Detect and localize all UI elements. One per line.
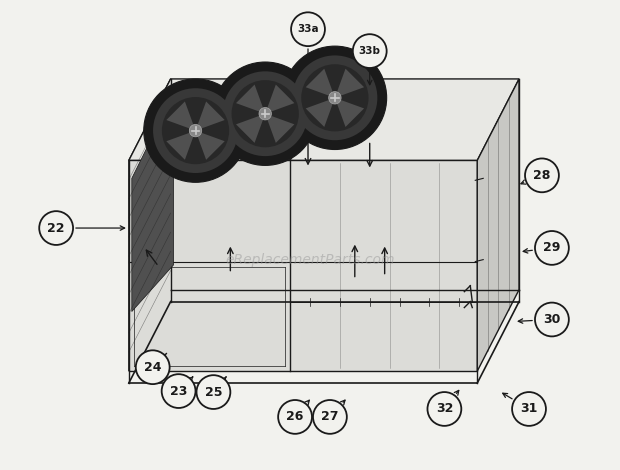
Circle shape — [353, 34, 387, 68]
Text: 22: 22 — [47, 221, 65, 235]
Text: 25: 25 — [205, 385, 222, 399]
Text: 33a: 33a — [297, 24, 319, 34]
Circle shape — [39, 211, 73, 245]
Text: eReplacementParts.com: eReplacementParts.com — [225, 253, 395, 267]
Polygon shape — [335, 69, 364, 98]
Polygon shape — [166, 131, 195, 160]
Polygon shape — [265, 85, 294, 114]
Text: 33b: 33b — [359, 46, 381, 56]
Circle shape — [197, 375, 231, 409]
Circle shape — [162, 374, 195, 408]
Polygon shape — [306, 98, 335, 127]
Circle shape — [223, 71, 308, 156]
Circle shape — [153, 88, 238, 173]
Polygon shape — [166, 102, 195, 131]
Text: 28: 28 — [533, 169, 551, 182]
Circle shape — [136, 350, 170, 384]
Circle shape — [329, 92, 341, 104]
Text: 31: 31 — [520, 402, 538, 415]
Polygon shape — [236, 85, 265, 114]
Circle shape — [283, 46, 387, 149]
Circle shape — [535, 231, 569, 265]
Text: 23: 23 — [170, 384, 187, 398]
Circle shape — [231, 80, 299, 147]
Circle shape — [427, 392, 461, 426]
Polygon shape — [477, 79, 519, 371]
Text: 26: 26 — [286, 410, 304, 423]
Polygon shape — [265, 114, 294, 143]
Circle shape — [189, 125, 202, 137]
Polygon shape — [132, 94, 174, 312]
Text: 32: 32 — [436, 402, 453, 415]
Circle shape — [512, 392, 546, 426]
Circle shape — [293, 55, 378, 140]
Circle shape — [535, 303, 569, 337]
Circle shape — [162, 97, 229, 164]
Text: 27: 27 — [321, 410, 339, 423]
Polygon shape — [335, 98, 364, 127]
Circle shape — [525, 158, 559, 192]
Circle shape — [259, 108, 272, 120]
Circle shape — [213, 62, 317, 165]
Polygon shape — [306, 69, 335, 98]
Circle shape — [278, 400, 312, 434]
Text: 24: 24 — [144, 360, 161, 374]
Circle shape — [301, 64, 368, 132]
Polygon shape — [129, 160, 477, 371]
Circle shape — [313, 400, 347, 434]
Circle shape — [291, 12, 325, 46]
Polygon shape — [195, 102, 224, 131]
Circle shape — [144, 79, 247, 182]
Polygon shape — [236, 114, 265, 143]
Polygon shape — [129, 79, 171, 371]
Polygon shape — [129, 79, 519, 160]
Text: 29: 29 — [543, 242, 560, 254]
Text: 30: 30 — [543, 313, 560, 326]
Polygon shape — [195, 131, 224, 160]
